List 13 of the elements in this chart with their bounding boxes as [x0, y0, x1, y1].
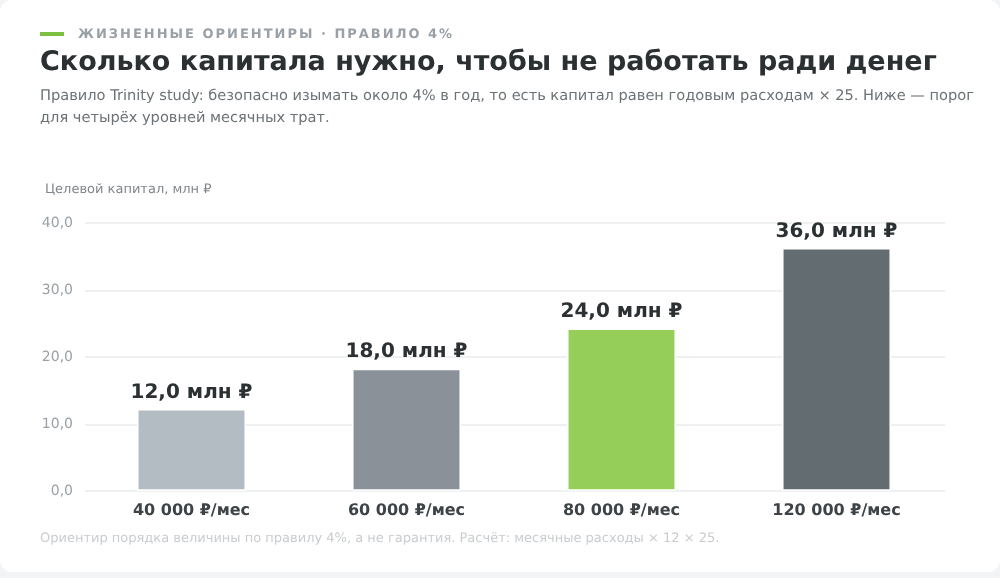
x-tick-label: 120 000 ₽/мес [772, 501, 902, 519]
chart-title: Сколько капитала нужно, чтобы не работать ради денег [40, 46, 937, 78]
x-tick-label: 60 000 ₽/мес [347, 501, 466, 519]
bar [566, 328, 677, 491]
data-label: 36,0 млн ₽ [775, 220, 898, 243]
data-label: 12,0 млн ₽ [130, 381, 253, 404]
x-tick-label: 40 000 ₽/мес [132, 501, 251, 519]
bar [351, 368, 462, 491]
data-label: 24,0 млн ₽ [560, 301, 683, 324]
x-tick-label: 80 000 ₽/мес [562, 501, 681, 519]
bar [136, 408, 247, 491]
data-label: 18,0 млн ₽ [345, 341, 468, 364]
bar [781, 248, 892, 491]
